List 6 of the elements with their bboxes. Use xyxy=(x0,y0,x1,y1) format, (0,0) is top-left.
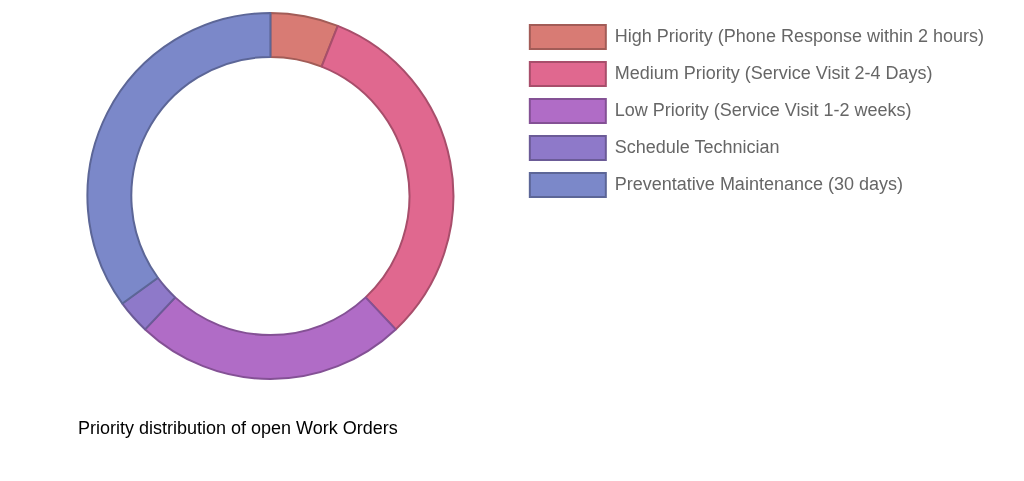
legend-label: Preventative Maintenance (30 days) xyxy=(614,173,903,194)
legend-label: Schedule Technician xyxy=(614,136,780,157)
legend-label: Medium Priority (Service Visit 2-4 Days) xyxy=(614,62,933,83)
legend-label: Low Priority (Service Visit 1-2 weeks) xyxy=(614,99,912,120)
text: Priority distribution of open Work Orders xyxy=(78,418,398,439)
legend-label: High Priority (Phone Response within 2 hours) xyxy=(614,25,985,46)
